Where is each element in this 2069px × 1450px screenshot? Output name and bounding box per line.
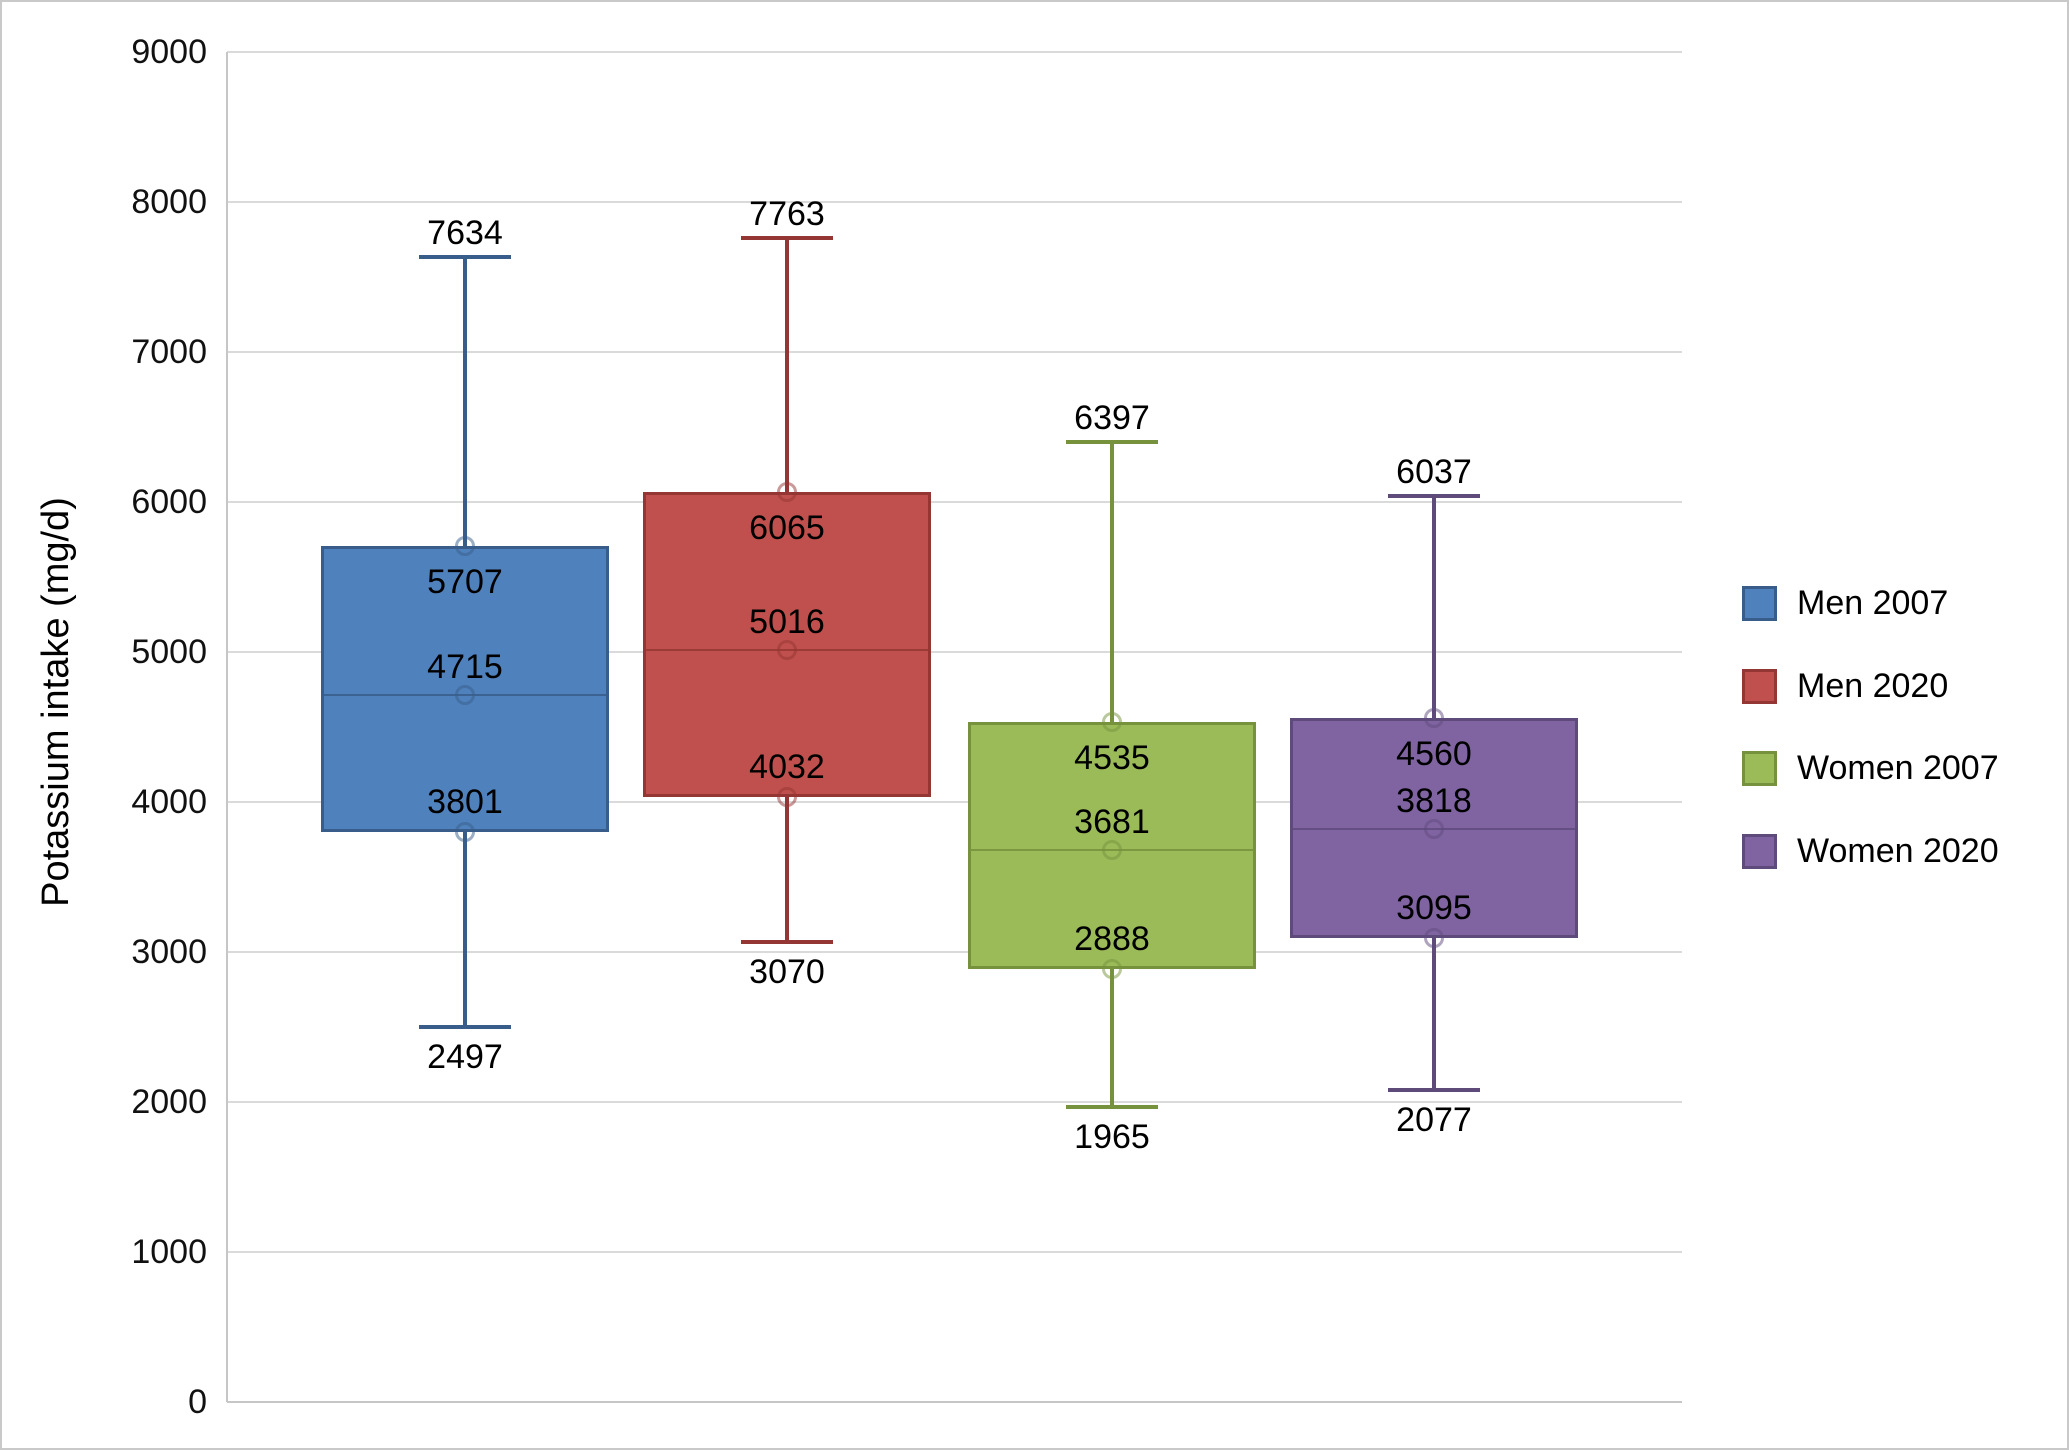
label-max-men-2007: 7634 bbox=[427, 213, 503, 252]
label-min-women-2007: 1965 bbox=[1074, 1118, 1150, 1157]
y-axis-tick-label: 6000 bbox=[131, 483, 207, 521]
gridline-1000 bbox=[227, 1251, 1682, 1253]
label-median-men-2007: 4715 bbox=[427, 647, 503, 686]
q3-marker-women-2020 bbox=[1424, 708, 1444, 728]
whisker-cap-max-men-2020 bbox=[741, 235, 833, 240]
label-q3-women-2007: 4535 bbox=[1074, 738, 1150, 777]
label-q3-men-2007: 5707 bbox=[427, 562, 503, 601]
x-axis-line bbox=[227, 1401, 1682, 1403]
whisker-upper-women-2020 bbox=[1432, 496, 1436, 718]
y-axis-line bbox=[226, 52, 228, 1402]
label-min-men-2007: 2497 bbox=[427, 1038, 503, 1077]
y-axis-tick-label: 1000 bbox=[131, 1233, 207, 1271]
median-marker-women-2007 bbox=[1102, 839, 1122, 860]
q1-marker-men-2020 bbox=[777, 787, 797, 808]
q3-marker-men-2020 bbox=[777, 482, 797, 503]
gridline-3000 bbox=[227, 951, 1682, 953]
gridline-2000 bbox=[227, 1101, 1682, 1103]
median-marker-men-2020 bbox=[777, 639, 797, 660]
gridline-4000 bbox=[227, 801, 1682, 803]
whisker-upper-men-2007 bbox=[463, 256, 467, 546]
whisker-lower-women-2020 bbox=[1432, 937, 1436, 1091]
y-axis-tick-label: 2000 bbox=[131, 1083, 207, 1121]
whisker-lower-men-2007 bbox=[463, 831, 467, 1028]
gridline-8000 bbox=[227, 201, 1682, 203]
whisker-upper-men-2020 bbox=[785, 237, 789, 493]
whisker-cap-min-men-2020 bbox=[741, 939, 833, 944]
gridline-9000 bbox=[227, 51, 1682, 53]
whisker-cap-min-men-2007 bbox=[419, 1025, 511, 1030]
label-max-women-2020: 6037 bbox=[1396, 453, 1472, 492]
y-axis-tick-label: 9000 bbox=[131, 33, 207, 71]
median-marker-women-2020 bbox=[1424, 819, 1444, 840]
label-min-men-2020: 3070 bbox=[749, 952, 825, 991]
y-axis-tick-label: 8000 bbox=[131, 183, 207, 221]
label-q3-men-2020: 6065 bbox=[749, 509, 825, 548]
y-axis-tick-label: 0 bbox=[188, 1383, 207, 1421]
whisker-cap-max-women-2007 bbox=[1066, 440, 1158, 445]
label-q3-women-2020: 4560 bbox=[1396, 735, 1472, 773]
whisker-lower-women-2007 bbox=[1110, 968, 1114, 1108]
y-axis-tick-label: 4000 bbox=[131, 783, 207, 821]
q3-marker-women-2007 bbox=[1102, 711, 1122, 732]
q3-marker-men-2007 bbox=[455, 535, 475, 556]
label-median-women-2020: 3818 bbox=[1396, 782, 1472, 821]
label-median-women-2007: 3681 bbox=[1074, 802, 1150, 841]
gridline-6000 bbox=[227, 501, 1682, 503]
q1-marker-men-2007 bbox=[455, 821, 475, 842]
y-axis-tick-label: 7000 bbox=[131, 333, 207, 371]
whisker-cap-max-women-2020 bbox=[1388, 494, 1480, 499]
y-axis-tick-label: 3000 bbox=[131, 933, 207, 971]
label-median-men-2020: 5016 bbox=[749, 602, 825, 641]
q1-marker-women-2007 bbox=[1102, 958, 1122, 979]
whisker-cap-min-women-2020 bbox=[1388, 1088, 1480, 1093]
label-q1-women-2020: 3095 bbox=[1396, 888, 1472, 927]
label-min-women-2020: 2077 bbox=[1396, 1101, 1472, 1140]
label-q1-women-2007: 2888 bbox=[1074, 919, 1150, 958]
y-axis-tick-label: 5000 bbox=[131, 633, 207, 671]
label-max-women-2007: 6397 bbox=[1074, 399, 1150, 438]
median-marker-men-2007 bbox=[455, 684, 475, 705]
whisker-lower-men-2020 bbox=[785, 797, 789, 942]
gridline-7000 bbox=[227, 351, 1682, 353]
gridline-5000 bbox=[227, 651, 1682, 653]
whisker-cap-max-men-2007 bbox=[419, 254, 511, 259]
label-max-men-2020: 7763 bbox=[749, 194, 825, 233]
label-q1-men-2007: 3801 bbox=[427, 782, 503, 821]
whisker-upper-women-2007 bbox=[1110, 442, 1114, 722]
whisker-cap-min-women-2007 bbox=[1066, 1105, 1158, 1110]
label-q1-men-2020: 4032 bbox=[749, 748, 825, 787]
q1-marker-women-2020 bbox=[1424, 927, 1444, 948]
